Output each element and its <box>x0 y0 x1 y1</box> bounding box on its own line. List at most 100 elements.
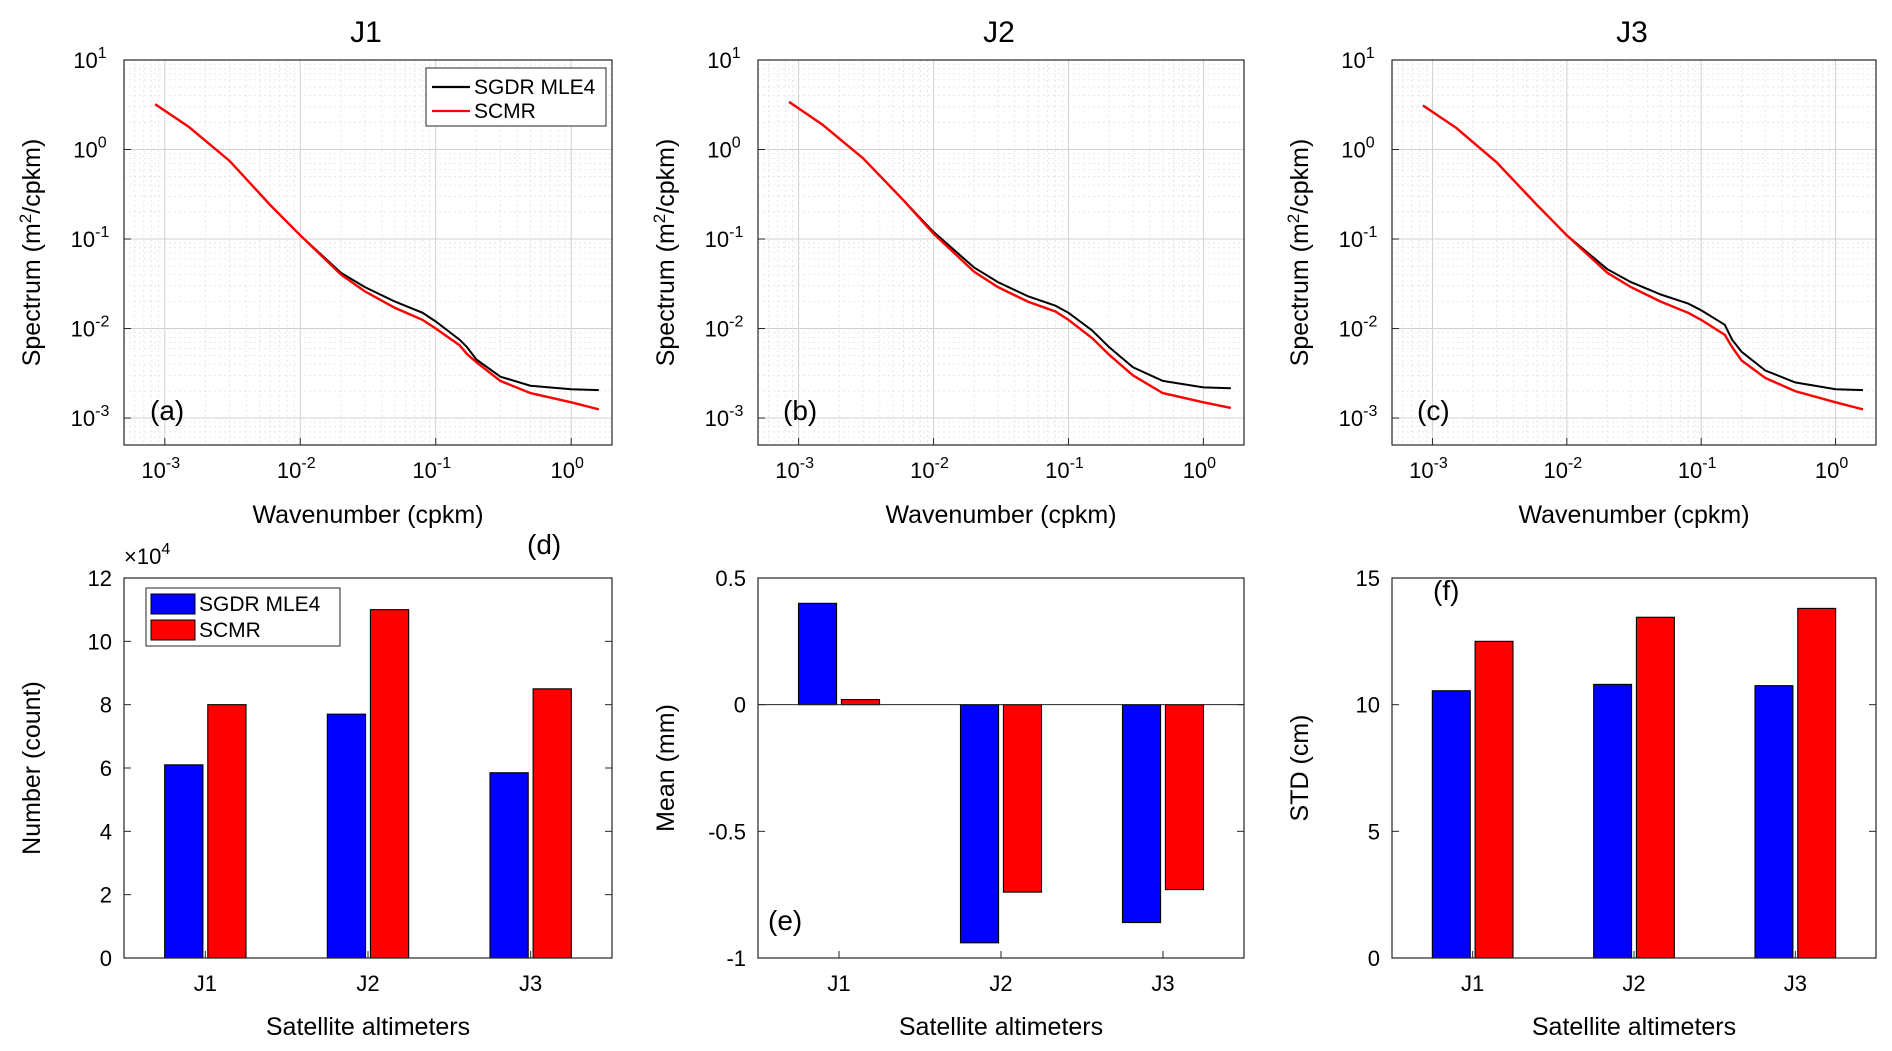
y-tick-label: 100 <box>1341 135 1374 163</box>
panel-tag: (b) <box>783 395 817 426</box>
bar-sgdr-mle4-j2 <box>959 704 1000 944</box>
bar-sgdr-mle4-j3 <box>489 772 529 959</box>
bar-sgdr-mle4-j1 <box>1431 690 1471 959</box>
y-tick-label: 10-3 <box>1339 403 1378 431</box>
bar-scmr-j2 <box>369 609 410 959</box>
y-tick-label-exp: -3 <box>729 403 743 420</box>
bar-panel-f: J1 J2 J3 0 5 10 15 Satellite altimeters STD (cm)… <box>1286 566 1877 1041</box>
y-tick-label-base: 10 <box>1339 406 1363 431</box>
x-tick-label: 10-1 <box>412 455 451 483</box>
y-tick-label-base: 10 <box>71 406 95 431</box>
y-axis-label: Number (count) <box>18 681 46 855</box>
y-tick-label: 10 <box>88 629 112 654</box>
x-tick-label-base: 10 <box>551 458 575 483</box>
legend-label: SGDR MLE4 <box>199 593 321 616</box>
bar-scmr-j1 <box>1474 640 1514 959</box>
panel-tag: (e) <box>768 905 802 936</box>
y-tick-label-base: 10 <box>71 317 95 342</box>
x-tick-label: J2 <box>356 971 379 996</box>
axes-box <box>1391 59 1877 446</box>
x-tick-label: J2 <box>1622 971 1645 996</box>
y-axis-label: Spectrum (m2/cpkm) <box>1284 139 1314 367</box>
bar-sgdr-mle4-j2 <box>326 713 367 959</box>
y-tick-label: 101 <box>707 45 740 73</box>
y-tick-label-base: 10 <box>1341 138 1365 163</box>
x-tick-label: 10-2 <box>1543 455 1582 483</box>
bar-panel-e: J1 J2 J3 -1 -0.5 0 0.5 Satellite altimeters Mean… <box>652 566 1245 1041</box>
y-tick-label-base: 10 <box>1341 48 1365 73</box>
spectrum-panel-c: 10-3 10-2 10-1 10010-310-210-1100101J3Waven… <box>1284 16 1877 529</box>
x-tick-label: 10-1 <box>1678 455 1717 483</box>
bar-scmr-j3 <box>1164 704 1205 891</box>
x-tick-label-exp: 0 <box>575 455 584 472</box>
y-tick-label: 10-2 <box>1339 314 1378 342</box>
y-tick-label-base: 10 <box>705 317 729 342</box>
x-axis-label: Wavenumber (cpkm) <box>885 501 1116 529</box>
x-tick-label-exp: -1 <box>1702 455 1716 472</box>
x-tick-label-base: 10 <box>141 458 165 483</box>
spectrum-panel-a: 10-3 10-2 10-1 10010-310-210-1100101J1Waven… <box>16 16 613 529</box>
grid <box>1391 59 1877 446</box>
y-tick-label: 15 <box>1356 566 1380 591</box>
x-tick-label-base: 10 <box>412 458 436 483</box>
y-tick-label-base: 10 <box>71 227 95 252</box>
y-tick-label-exp: -3 <box>1363 403 1377 420</box>
x-tick-label: J1 <box>827 971 850 996</box>
y-tick-label: -1 <box>726 946 746 971</box>
series-line-scmr <box>154 103 600 411</box>
y-label-tail: /cpkm) <box>652 139 680 214</box>
legend-label: SCMR <box>474 100 536 123</box>
series-line-sgdr-mle4 <box>788 101 1231 390</box>
y-tick-label-base: 10 <box>73 48 97 73</box>
x-tick-label: 10-3 <box>1409 455 1448 483</box>
y-multiplier-base: ×10 <box>124 544 161 569</box>
bar-scmr-j1 <box>207 704 247 959</box>
bar-sgdr-mle4-j2 <box>1593 683 1633 959</box>
axes-box <box>757 577 1245 959</box>
y-tick-label-base: 10 <box>705 227 729 252</box>
spectrum-panel-b: 10-3 10-2 10-1 10010-310-210-1100101J2Waven… <box>650 16 1245 529</box>
panel-title: J3 <box>1616 16 1648 49</box>
y-label-main: Spectrum (m <box>652 223 680 366</box>
y-multiplier: ×104 <box>124 541 170 569</box>
x-tick-label-exp: -2 <box>301 455 315 472</box>
panel-title: J2 <box>983 16 1015 49</box>
y-tick-label-base: 10 <box>1339 227 1363 252</box>
y-tick-label: 0 <box>100 946 112 971</box>
y-tick-label-base: 10 <box>707 138 731 163</box>
y-label-main: Spectrum (m <box>1286 223 1314 366</box>
y-tick-label: 5 <box>1368 819 1380 844</box>
y-axis-label: Spectrum (m2/cpkm) <box>650 139 680 367</box>
series-line-scmr <box>1422 104 1864 411</box>
x-tick-label-base: 10 <box>1045 458 1069 483</box>
y-tick-label: 0 <box>1368 946 1380 971</box>
y-tick-label-exp: 0 <box>1366 135 1375 152</box>
x-tick-label: 10-1 <box>1045 455 1084 483</box>
x-axis-label: Satellite altimeters <box>899 1013 1103 1041</box>
bar-scmr-j2 <box>1002 704 1043 893</box>
y-tick-label: 4 <box>100 819 112 844</box>
y-tick-label-base: 10 <box>1339 317 1363 342</box>
x-tick-label-exp: -1 <box>1070 455 1084 472</box>
y-tick-label: 8 <box>100 693 112 718</box>
y-tick-label: 6 <box>100 756 112 781</box>
panel-tag: (f) <box>1433 575 1459 606</box>
x-tick-label-base: 10 <box>775 458 799 483</box>
x-axis-label: Wavenumber (cpkm) <box>1518 501 1749 529</box>
series-line-sgdr-mle4 <box>154 103 599 392</box>
y-tick-label: -0.5 <box>708 819 746 844</box>
y-tick-label: 0 <box>734 693 746 718</box>
legend-swatch <box>150 619 196 641</box>
panel-tag: (c) <box>1417 395 1450 426</box>
y-tick-label-exp: -1 <box>1363 224 1377 241</box>
bar-sgdr-mle4-j1 <box>797 602 838 706</box>
y-tick-label: 10-1 <box>1339 224 1378 252</box>
legend-label: SGDR MLE4 <box>474 76 596 99</box>
x-tick-label: J2 <box>989 971 1012 996</box>
y-tick-label-exp: 1 <box>732 45 741 62</box>
bar-scmr-j2 <box>1635 616 1675 959</box>
y-label-superscript: 2 <box>16 214 35 223</box>
